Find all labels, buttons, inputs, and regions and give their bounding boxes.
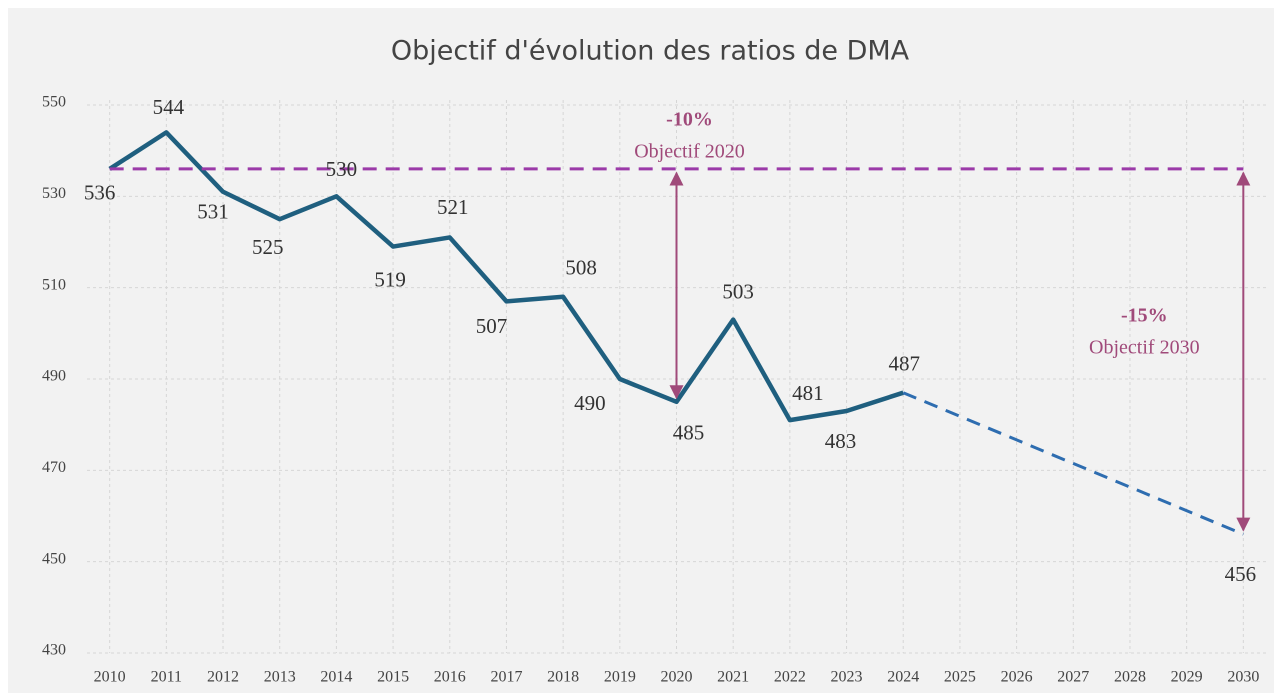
x-tick-label: 2018 [547, 669, 579, 686]
data-label: 485 [673, 421, 705, 445]
x-tick-label: 2028 [1114, 669, 1146, 686]
x-tick-label: 2014 [320, 669, 352, 686]
y-tick-label: 470 [42, 459, 66, 476]
x-tick-label: 2022 [774, 669, 806, 686]
x-tick-label: 2019 [604, 669, 636, 686]
y-tick-label: 550 [42, 94, 66, 111]
annotation-value: -15% [1121, 305, 1168, 327]
x-tick-label: 2021 [717, 669, 749, 686]
data-label: 456 [1225, 562, 1257, 586]
annotation-value: -10% [666, 109, 713, 131]
chart-title: Objectif d'évolution des ratios de DMA [391, 36, 910, 67]
line [902, 391, 1244, 536]
x-tick-label: 2012 [207, 669, 239, 686]
x-tick-label: 2029 [1171, 669, 1203, 686]
data-label: 525 [252, 235, 284, 259]
x-tick-label: 2017 [490, 669, 522, 686]
data-label: 531 [197, 200, 229, 224]
line [108, 130, 904, 423]
x-tick-label: 2026 [1001, 669, 1033, 686]
x-tick-label: 2011 [151, 669, 182, 686]
y-tick-label: 510 [42, 276, 66, 293]
y-tick-label: 530 [42, 185, 66, 202]
data-label: 503 [722, 279, 754, 303]
data-label: 508 [565, 256, 597, 280]
x-tick-label: 2013 [264, 669, 296, 686]
data-label: 519 [374, 267, 406, 291]
x-tick-label: 2023 [831, 669, 863, 686]
x-tick-label: 2025 [944, 669, 976, 686]
x-tick-label: 2027 [1057, 669, 1089, 686]
data-label: 487 [888, 352, 920, 376]
data-label: 521 [437, 195, 469, 219]
data-label: 483 [825, 429, 857, 453]
data-label: 530 [326, 157, 358, 181]
data-label: 544 [153, 95, 185, 119]
data-label: 536 [84, 181, 116, 205]
y-tick-label: 430 [42, 642, 66, 659]
chart-background [8, 8, 1274, 693]
data-label: 507 [476, 314, 508, 338]
x-tick-label: 2015 [377, 669, 409, 686]
x-tick-label: 2024 [887, 669, 919, 686]
annotation-label: Objectif 2020 [634, 141, 745, 163]
data-label: 490 [574, 391, 606, 415]
y-tick-label: 450 [42, 550, 66, 567]
data-label: 481 [792, 381, 824, 405]
x-tick-label: 2016 [434, 669, 466, 686]
annotation-label: Objectif 2030 [1089, 337, 1200, 359]
y-tick-label: 490 [42, 368, 66, 385]
x-tick-label: 2030 [1227, 669, 1259, 686]
x-tick-label: 2020 [661, 669, 693, 686]
x-tick-label: 2010 [94, 669, 126, 686]
